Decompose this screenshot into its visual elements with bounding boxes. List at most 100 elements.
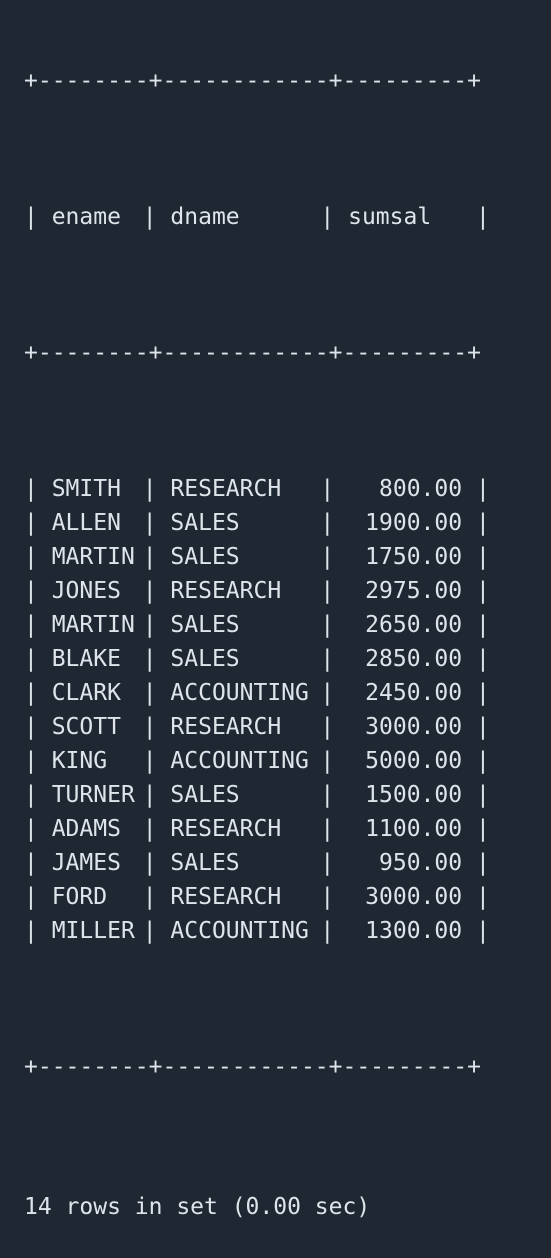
cell-dname: ACCOUNTING <box>170 748 309 774</box>
cell-dname: SALES <box>170 850 240 876</box>
table-row: | SMITH | RESEARCH | 800.00 | <box>24 472 490 506</box>
table-row: | BLAKE | SALES | 2850.00 | <box>24 642 490 676</box>
cell-sumsal: 2450.00 <box>365 680 463 706</box>
cell-ename: BLAKE <box>51 646 121 672</box>
cell-ename: KING <box>51 748 108 774</box>
table-header-row: | ename | dname | sumsal | <box>24 200 490 234</box>
cell-sumsal: 2650.00 <box>365 612 463 638</box>
cell-sumsal: 1300.00 <box>365 918 463 944</box>
cell-ename: TURNER <box>51 782 135 808</box>
cell-dname: RESEARCH <box>170 578 282 604</box>
column-separator: | <box>320 884 349 910</box>
column-separator: | <box>320 612 349 638</box>
cell-ename: SCOTT <box>51 714 121 740</box>
column-separator: | <box>462 680 490 706</box>
cell-dname: RESEARCH <box>170 884 282 910</box>
cell-sumsal: 950.00 <box>379 850 463 876</box>
table-row: | JONES | RESEARCH | 2975.00 | <box>24 574 490 608</box>
column-separator: | <box>320 918 349 944</box>
table-row: | JAMES | SALES | 950.00 | <box>24 846 490 880</box>
cell-ename: MARTIN <box>51 612 135 638</box>
column-separator: | <box>142 680 171 706</box>
cell-dname: RESEARCH <box>170 476 282 502</box>
cell-sumsal: 1900.00 <box>365 510 463 536</box>
column-separator: | <box>462 714 490 740</box>
cell-sumsal: 1750.00 <box>365 544 463 570</box>
column-separator: | <box>320 544 349 570</box>
column-separator: | <box>320 782 349 808</box>
column-separator: | <box>142 476 171 502</box>
column-separator: | <box>24 476 52 502</box>
cell-dname: SALES <box>170 612 240 638</box>
column-separator: | <box>24 714 52 740</box>
column-separator: | <box>320 204 349 230</box>
column-separator: | <box>142 816 171 842</box>
cell-dname: SALES <box>170 646 240 672</box>
column-separator: | <box>320 816 349 842</box>
column-separator: | <box>24 544 52 570</box>
column-separator: | <box>24 680 52 706</box>
table-row: | CLARK | ACCOUNTING | 2450.00 | <box>24 676 490 710</box>
column-separator: | <box>24 918 52 944</box>
column-separator: | <box>462 204 490 230</box>
cell-sumsal: 2850.00 <box>365 646 463 672</box>
table-header-border: +--------+------------+---------+ <box>24 340 481 366</box>
column-separator: | <box>24 204 52 230</box>
cell-ename: ADAMS <box>51 816 121 842</box>
cell-ename: MARTIN <box>51 544 135 570</box>
cell-dname: SALES <box>170 782 240 808</box>
header-dname: dname <box>170 204 240 230</box>
column-separator: | <box>462 476 490 502</box>
column-separator: | <box>24 748 52 774</box>
cell-ename: SMITH <box>51 476 121 502</box>
cell-sumsal: 800.00 <box>379 476 463 502</box>
column-separator: | <box>24 782 52 808</box>
cell-dname: ACCOUNTING <box>170 918 309 944</box>
table-top-border: +--------+------------+---------+ <box>24 68 481 94</box>
column-separator: | <box>142 782 171 808</box>
cell-sumsal: 5000.00 <box>365 748 463 774</box>
column-separator: | <box>462 782 490 808</box>
column-separator: | <box>320 476 349 502</box>
cell-ename: JAMES <box>51 850 121 876</box>
cell-sumsal: 3000.00 <box>365 714 463 740</box>
table-row: | SCOTT | RESEARCH | 3000.00 | <box>24 710 490 744</box>
column-separator: | <box>462 816 490 842</box>
column-separator: | <box>320 748 349 774</box>
column-separator: | <box>24 578 52 604</box>
cell-ename: JONES <box>51 578 121 604</box>
table-row: | MARTIN | SALES | 2650.00 | <box>24 608 490 642</box>
column-separator: | <box>462 544 490 570</box>
cell-ename: CLARK <box>51 680 121 706</box>
column-separator: | <box>142 612 171 638</box>
column-separator: | <box>142 884 171 910</box>
column-separator: | <box>320 850 349 876</box>
column-separator: | <box>24 884 52 910</box>
column-separator: | <box>462 612 490 638</box>
table-row: | KING | ACCOUNTING | 5000.00 | <box>24 744 490 778</box>
cell-sumsal: 3000.00 <box>365 884 463 910</box>
cell-dname: ACCOUNTING <box>170 680 309 706</box>
column-separator: | <box>320 510 349 536</box>
column-separator: | <box>320 714 349 740</box>
table-row: | MILLER | ACCOUNTING | 1300.00 | <box>24 914 490 948</box>
column-separator: | <box>462 510 490 536</box>
cell-ename: FORD <box>51 884 108 910</box>
cell-sumsal: 2975.00 <box>365 578 463 604</box>
result-summary: 14 rows in set (0.00 sec) <box>24 1194 371 1220</box>
column-separator: | <box>24 510 52 536</box>
column-separator: | <box>462 850 490 876</box>
column-separator: | <box>142 714 171 740</box>
column-separator: | <box>462 884 490 910</box>
column-separator: | <box>142 510 171 536</box>
cell-dname: RESEARCH <box>170 714 282 740</box>
cell-sumsal: 1500.00 <box>365 782 463 808</box>
column-separator: | <box>24 612 52 638</box>
cell-dname: SALES <box>170 544 240 570</box>
column-separator: | <box>142 578 171 604</box>
table-row: | ALLEN | SALES | 1900.00 | <box>24 506 490 540</box>
cell-dname: RESEARCH <box>170 816 282 842</box>
column-separator: | <box>24 850 52 876</box>
column-separator: | <box>462 578 490 604</box>
table-row: | MARTIN | SALES | 1750.00 | <box>24 540 490 574</box>
